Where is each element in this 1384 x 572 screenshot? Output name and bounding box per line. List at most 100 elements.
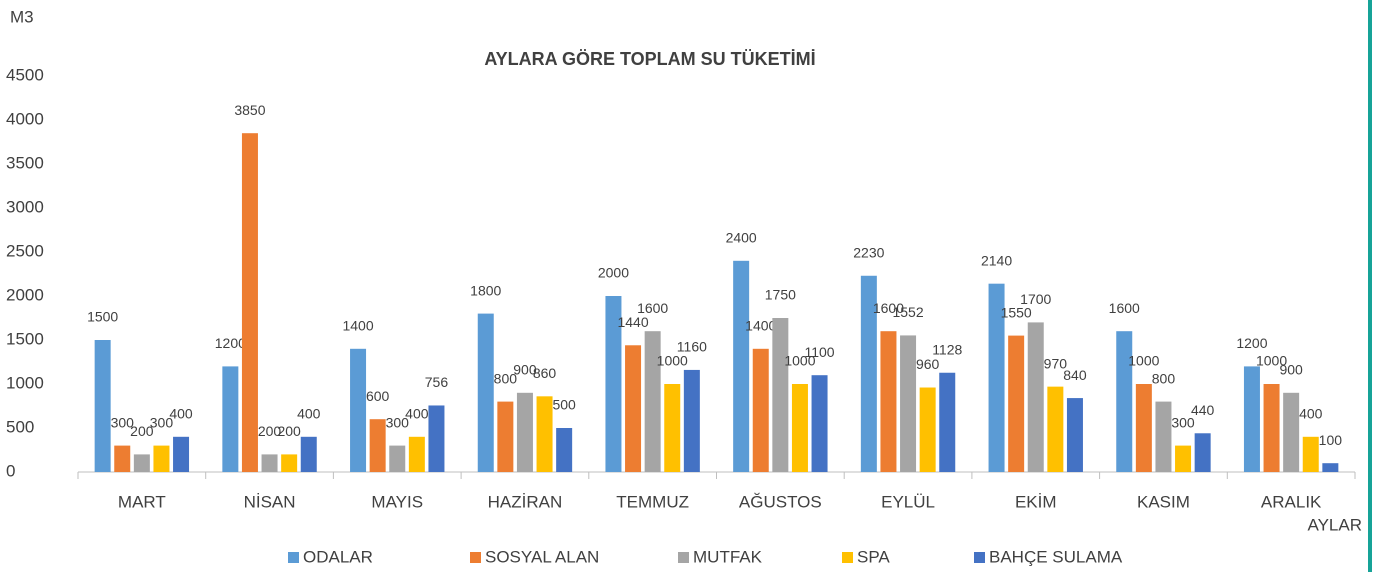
bar xyxy=(477,313,494,472)
value-label: 440 xyxy=(1191,402,1215,418)
legend-swatch xyxy=(974,552,985,563)
value-label: 300 xyxy=(150,414,174,430)
y-tick-label: 3500 xyxy=(6,153,44,172)
y-tick-label: 2000 xyxy=(6,285,44,304)
bar xyxy=(939,372,956,472)
value-label: 900 xyxy=(513,362,537,378)
value-label: 2400 xyxy=(726,230,757,246)
legend-label: SOSYAL ALAN xyxy=(485,547,599,566)
side-rule xyxy=(1368,0,1372,572)
bar xyxy=(683,369,700,472)
bar xyxy=(536,396,553,472)
legend-label: MUTFAK xyxy=(693,547,763,566)
value-label: 800 xyxy=(494,370,518,386)
value-label: 400 xyxy=(169,406,193,422)
value-label: 600 xyxy=(366,388,390,404)
y-tick-label: 500 xyxy=(6,417,34,436)
x-tick-label: EYLÜL xyxy=(881,492,935,511)
value-label: 1550 xyxy=(1001,304,1032,320)
bar xyxy=(428,405,445,472)
value-label: 1600 xyxy=(1109,300,1140,316)
bar xyxy=(860,275,877,472)
value-label: 1000 xyxy=(1256,353,1287,369)
bar xyxy=(556,428,573,472)
chart-title: AYLARA GÖRE TOPLAM SU TÜKETİMİ xyxy=(484,49,815,69)
value-label: 860 xyxy=(533,365,557,381)
bar xyxy=(350,348,367,472)
bar xyxy=(153,445,170,472)
bar xyxy=(664,384,681,472)
value-label: 1600 xyxy=(873,300,904,316)
bar xyxy=(900,335,917,472)
legend-swatch xyxy=(842,552,853,563)
x-tick-label: EKİM xyxy=(1015,492,1057,511)
y-axis-label: M3 xyxy=(10,7,34,26)
bar xyxy=(644,331,661,472)
value-label: 1000 xyxy=(657,353,688,369)
bar xyxy=(988,283,1005,472)
value-label: 2140 xyxy=(981,252,1012,268)
bar xyxy=(752,348,769,472)
value-label: 1000 xyxy=(1128,353,1159,369)
value-label: 1552 xyxy=(892,304,923,320)
bar xyxy=(1066,398,1083,472)
bar xyxy=(1155,401,1172,472)
value-label: 756 xyxy=(425,374,449,390)
value-label: 1160 xyxy=(677,339,707,355)
bar xyxy=(1243,366,1260,472)
value-label: 500 xyxy=(552,397,576,413)
value-label: 400 xyxy=(405,406,429,422)
bar xyxy=(133,454,150,472)
bar xyxy=(369,419,386,472)
bar xyxy=(791,384,808,472)
bar xyxy=(880,331,897,472)
value-label: 200 xyxy=(258,423,282,439)
legend-label: BAHÇE SULAMA xyxy=(989,547,1123,566)
value-label: 960 xyxy=(916,356,940,372)
value-label: 900 xyxy=(1279,362,1303,378)
value-label: 1000 xyxy=(784,353,815,369)
value-label: 3850 xyxy=(234,102,265,118)
x-tick-label: MAYIS xyxy=(371,492,423,511)
bar xyxy=(114,445,131,472)
bar xyxy=(919,387,936,472)
value-label: 1128 xyxy=(932,341,962,357)
y-tick-label: 4000 xyxy=(6,109,44,128)
bar xyxy=(1116,331,1133,472)
bar xyxy=(1135,384,1152,472)
value-label: 2000 xyxy=(598,265,629,281)
value-label: 300 xyxy=(111,414,135,430)
value-label: 1500 xyxy=(87,309,118,325)
x-tick-label: AĞUSTOS xyxy=(739,492,822,511)
bar xyxy=(625,345,642,472)
x-tick-label: KASIM xyxy=(1137,492,1190,511)
bar xyxy=(1302,436,1319,472)
value-label: 300 xyxy=(1171,414,1195,430)
value-label: 200 xyxy=(130,423,154,439)
value-label: 400 xyxy=(297,406,321,422)
value-label: 200 xyxy=(277,423,301,439)
value-label: 400 xyxy=(1299,406,1323,422)
bar xyxy=(811,375,828,472)
value-label: 1700 xyxy=(1020,291,1051,307)
value-label: 1100 xyxy=(804,344,834,360)
bar xyxy=(1175,445,1192,472)
x-tick-label: ARALIK xyxy=(1261,492,1322,511)
bar xyxy=(261,454,278,472)
bar xyxy=(173,436,190,472)
legend-label: SPA xyxy=(857,547,890,566)
x-tick-label: HAZİRAN xyxy=(488,492,563,511)
legend-swatch xyxy=(470,552,481,563)
value-label: 1750 xyxy=(765,287,796,303)
y-tick-label: 1000 xyxy=(6,373,44,392)
value-label: 1600 xyxy=(637,300,668,316)
bar xyxy=(1008,335,1025,472)
value-label: 840 xyxy=(1063,367,1087,383)
bar xyxy=(1194,433,1211,472)
bar xyxy=(241,133,258,472)
value-label: 2230 xyxy=(853,244,884,260)
y-tick-label: 1500 xyxy=(6,329,44,348)
value-label: 1200 xyxy=(215,335,246,351)
bar xyxy=(389,445,406,472)
